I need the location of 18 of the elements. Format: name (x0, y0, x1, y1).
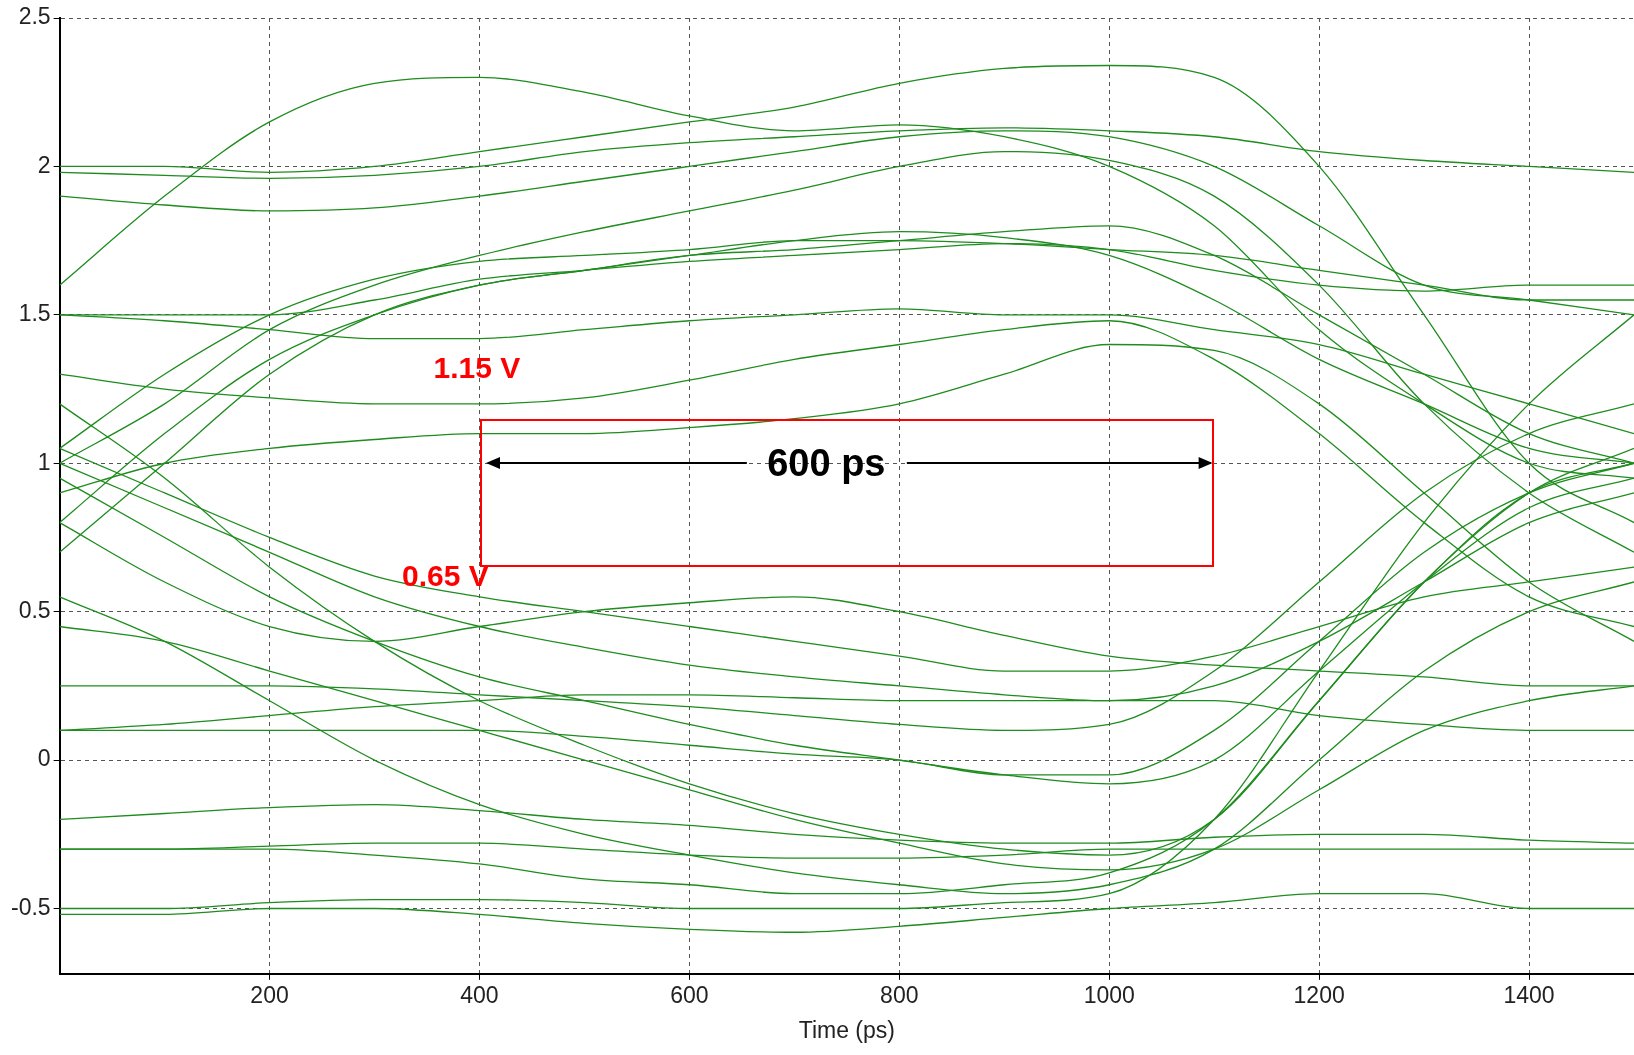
y-tick-label: 1.5 (18, 300, 51, 327)
x-tick-label: 400 (460, 981, 499, 1008)
y-tick-label: 0 (37, 745, 51, 772)
x-tick-label: 800 (880, 981, 919, 1008)
x-tick-label: 200 (250, 981, 289, 1008)
y-tick-label: 0.5 (18, 597, 51, 624)
x-tick-label: 1200 (1293, 981, 1345, 1008)
y-tick-label: 2.5 (18, 3, 51, 30)
annotation: 1.15 V (433, 351, 521, 385)
y-tick-label: 1 (37, 448, 51, 475)
x-tick-label: 1400 (1503, 981, 1555, 1008)
x-axis-title: Time (ps) (798, 1016, 895, 1043)
annotation: 0.65 V (401, 559, 489, 593)
x-tick-label: 1000 (1083, 981, 1135, 1008)
y-tick-label: -0.5 (10, 893, 51, 920)
annotation: 600 ps (767, 441, 886, 484)
x-tick-label: 600 (670, 981, 709, 1008)
y-tick-label: 2 (37, 151, 51, 178)
